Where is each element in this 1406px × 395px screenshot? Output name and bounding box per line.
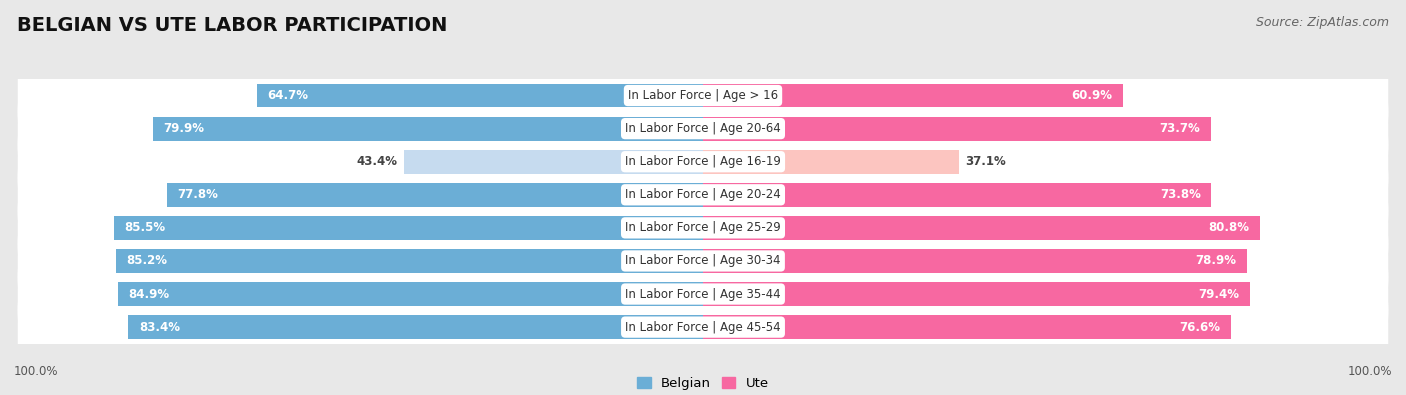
Text: 83.4%: 83.4% <box>139 321 180 334</box>
Text: In Labor Force | Age 45-54: In Labor Force | Age 45-54 <box>626 321 780 334</box>
Bar <box>703 183 1212 207</box>
Bar <box>167 183 703 207</box>
Legend: Belgian, Ute: Belgian, Ute <box>633 372 773 395</box>
Text: 100.0%: 100.0% <box>14 365 59 378</box>
Text: 43.4%: 43.4% <box>356 155 396 168</box>
Text: 76.6%: 76.6% <box>1180 321 1220 334</box>
Bar <box>118 282 703 306</box>
Text: Source: ZipAtlas.com: Source: ZipAtlas.com <box>1256 16 1389 29</box>
Text: 100.0%: 100.0% <box>1347 365 1392 378</box>
Text: In Labor Force | Age 20-24: In Labor Force | Age 20-24 <box>626 188 780 201</box>
Bar <box>152 117 703 141</box>
FancyBboxPatch shape <box>17 97 1389 163</box>
Text: 78.9%: 78.9% <box>1195 254 1236 267</box>
Text: 60.9%: 60.9% <box>1071 89 1112 102</box>
Bar <box>404 150 703 174</box>
Bar <box>128 315 703 339</box>
Text: 80.8%: 80.8% <box>1208 221 1250 234</box>
Bar <box>703 84 1122 107</box>
Bar <box>703 282 1250 306</box>
FancyBboxPatch shape <box>17 295 1389 361</box>
Text: In Labor Force | Age 20-64: In Labor Force | Age 20-64 <box>626 122 780 135</box>
Text: 37.1%: 37.1% <box>966 155 1007 168</box>
Text: 64.7%: 64.7% <box>267 89 308 102</box>
FancyBboxPatch shape <box>17 163 1389 229</box>
Text: 85.5%: 85.5% <box>124 221 166 234</box>
Bar <box>703 216 1260 240</box>
FancyBboxPatch shape <box>17 129 1389 195</box>
Bar <box>257 84 703 107</box>
Bar <box>703 117 1211 141</box>
Text: In Labor Force | Age 35-44: In Labor Force | Age 35-44 <box>626 288 780 301</box>
Text: 79.9%: 79.9% <box>163 122 204 135</box>
FancyBboxPatch shape <box>17 64 1389 130</box>
Text: 73.7%: 73.7% <box>1160 122 1201 135</box>
Bar <box>703 315 1230 339</box>
FancyBboxPatch shape <box>17 262 1389 328</box>
Text: In Labor Force | Age 16-19: In Labor Force | Age 16-19 <box>626 155 780 168</box>
FancyBboxPatch shape <box>17 196 1389 262</box>
Bar <box>703 249 1247 273</box>
Text: 73.8%: 73.8% <box>1160 188 1201 201</box>
FancyBboxPatch shape <box>17 228 1389 294</box>
Text: BELGIAN VS UTE LABOR PARTICIPATION: BELGIAN VS UTE LABOR PARTICIPATION <box>17 16 447 35</box>
FancyBboxPatch shape <box>17 162 1389 228</box>
Text: 84.9%: 84.9% <box>128 288 170 301</box>
Text: 85.2%: 85.2% <box>127 254 167 267</box>
Bar <box>114 216 703 240</box>
FancyBboxPatch shape <box>17 294 1389 360</box>
FancyBboxPatch shape <box>17 195 1389 261</box>
FancyBboxPatch shape <box>17 96 1389 162</box>
Text: In Labor Force | Age 30-34: In Labor Force | Age 30-34 <box>626 254 780 267</box>
FancyBboxPatch shape <box>17 229 1389 295</box>
FancyBboxPatch shape <box>17 62 1389 129</box>
Bar <box>117 249 703 273</box>
FancyBboxPatch shape <box>17 261 1389 327</box>
Text: In Labor Force | Age > 16: In Labor Force | Age > 16 <box>628 89 778 102</box>
Text: 77.8%: 77.8% <box>177 188 218 201</box>
Text: 79.4%: 79.4% <box>1199 288 1240 301</box>
Bar <box>703 150 959 174</box>
FancyBboxPatch shape <box>17 130 1389 196</box>
Text: In Labor Force | Age 25-29: In Labor Force | Age 25-29 <box>626 221 780 234</box>
